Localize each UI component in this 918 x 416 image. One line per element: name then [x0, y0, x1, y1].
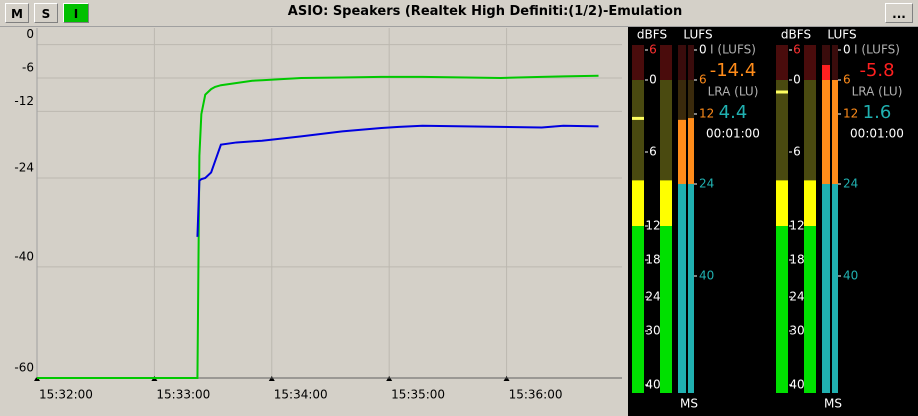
- lra-value: 1.6: [863, 102, 892, 123]
- lufs-bar: [822, 65, 830, 80]
- mute-button[interactable]: M: [5, 3, 29, 23]
- lra-value: 4.4: [719, 102, 748, 123]
- toolbar: M S I ASIO: Speakers (Realtek High Defin…: [0, 0, 918, 27]
- dbfs-scale-label: 6: [649, 43, 657, 57]
- meter-panel: [628, 27, 918, 416]
- lufs-title: LUFS: [683, 28, 712, 42]
- lufs-bar-dim: [822, 45, 830, 80]
- y-tick-label: -24: [14, 161, 34, 175]
- lufs-bar: [822, 184, 830, 393]
- integrated-label: I (LUFS): [710, 43, 756, 57]
- x-tick-label: 15:34:00: [274, 388, 328, 402]
- dbfs-scale-label: 0: [793, 73, 801, 87]
- dbfs-peak: [776, 90, 788, 94]
- lufs-bar: [822, 80, 830, 184]
- dbfs-bar: [632, 226, 644, 393]
- dbfs-bar-dim: [632, 45, 644, 80]
- dbfs-scale-label: 6: [793, 43, 801, 57]
- dbfs-bar: [776, 180, 788, 226]
- lufs-bar: [688, 118, 694, 184]
- lufs-bar-dim: [688, 45, 694, 80]
- lufs-scale-label: 6: [699, 73, 707, 87]
- lufs-bar-dim: [832, 45, 838, 80]
- dbfs-scale-label: 6: [793, 145, 801, 159]
- lufs-scale-label: 24: [699, 177, 714, 191]
- dbfs-scale-label: 6: [649, 145, 657, 159]
- dbfs-scale-label: 40: [789, 378, 804, 392]
- dbfs-scale-label: 18: [789, 253, 804, 267]
- menu-button[interactable]: ...: [885, 3, 913, 23]
- lufs-bar: [832, 184, 838, 393]
- device-title: ASIO: Speakers (Realtek High Definiti:(1…: [287, 4, 683, 19]
- dbfs-bar-dim: [776, 45, 788, 80]
- dbfs-peak: [632, 116, 644, 120]
- lufs-title: LUFS: [827, 28, 856, 42]
- lufs-scale-label: 6: [843, 73, 851, 87]
- series-line: [196, 124, 599, 237]
- dbfs-bar-dim: [660, 45, 672, 80]
- integrated-label: I (LUFS): [854, 43, 900, 57]
- x-tick-label: 15:36:00: [509, 388, 563, 402]
- dbfs-bar: [804, 180, 816, 226]
- solo-button[interactable]: S: [34, 3, 58, 23]
- dbfs-scale-label: 30: [645, 324, 660, 338]
- lufs-bar: [678, 119, 686, 184]
- lufs-bar: [678, 184, 686, 393]
- dbfs-scale-label: 18: [645, 253, 660, 267]
- lufs-bar: [688, 184, 694, 393]
- dbfs-scale-label: 40: [645, 378, 660, 392]
- lufs-scale-label: 24: [843, 177, 858, 191]
- lra-label: LRA (LU): [852, 85, 903, 99]
- dbfs-scale-label: 0: [649, 73, 657, 87]
- dbfs-bar-dim: [804, 45, 816, 80]
- dbfs-bar: [804, 226, 816, 393]
- dbfs-scale-label: 24: [789, 290, 804, 304]
- lufs-scale-label: 0: [699, 43, 707, 57]
- x-tick-label: 15:35:00: [391, 388, 445, 402]
- lufs-scale-label: 12: [699, 107, 714, 121]
- lufs-scale-label: 40: [843, 269, 858, 283]
- y-tick-label: 0: [26, 27, 34, 41]
- dbfs-bar: [660, 226, 672, 393]
- lufs-scale-label: 12: [843, 107, 858, 121]
- dbfs-title: dBFS: [781, 28, 811, 42]
- series-line: [37, 74, 599, 379]
- mode-label: MS: [680, 397, 698, 411]
- y-tick-label: -40: [14, 249, 34, 263]
- y-tick-label: -6: [22, 61, 34, 75]
- dbfs-bar: [632, 180, 644, 226]
- lufs-bar: [832, 80, 838, 184]
- mode-label: MS: [824, 397, 842, 411]
- dbfs-scale-label: 12: [645, 219, 660, 233]
- dbfs-bar: [660, 180, 672, 226]
- plot-area: [37, 28, 622, 378]
- lra-label: LRA (LU): [708, 85, 759, 99]
- dbfs-bar: [776, 226, 788, 393]
- x-tick-label: 15:33:00: [156, 388, 210, 402]
- lufs-scale-label: 40: [699, 269, 714, 283]
- dbfs-title: dBFS: [637, 28, 667, 42]
- y-tick-label: -60: [14, 361, 34, 375]
- integrated-value: -14.4: [710, 60, 757, 81]
- integrated-value: -5.8: [859, 60, 894, 81]
- lufs-scale-label: 0: [843, 43, 851, 57]
- lufs-bar-dim: [678, 45, 686, 80]
- duration: 00:01:00: [706, 127, 760, 141]
- y-tick-label: -12: [14, 94, 34, 108]
- dbfs-scale-label: 12: [789, 219, 804, 233]
- dbfs-scale-label: 30: [789, 324, 804, 338]
- i-button[interactable]: I: [63, 3, 89, 23]
- x-tick-label: 15:32:00: [39, 388, 93, 402]
- duration: 00:01:00: [850, 127, 904, 141]
- dbfs-scale-label: 24: [645, 290, 660, 304]
